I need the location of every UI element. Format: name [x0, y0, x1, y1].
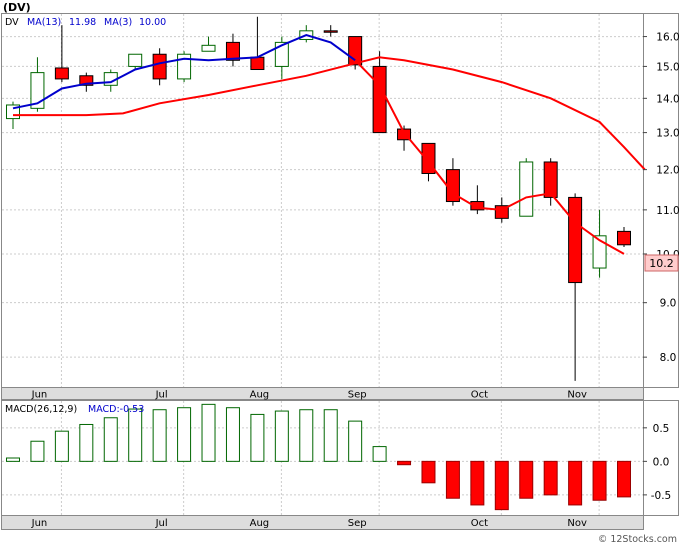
- macd-month-label: Jul: [155, 518, 168, 529]
- macd-bar: [519, 460, 534, 499]
- month-labels: Jun Jun Jul Jul Aug Aug Sep Sep Oct Oct Nov Nov: [31, 390, 587, 530]
- candle-body: [30, 72, 45, 109]
- candle-body: [470, 201, 485, 211]
- macd-bar: [323, 409, 338, 462]
- macd-bar: [274, 410, 289, 462]
- last-price-tag: 10.2: [649, 257, 674, 270]
- macd-bar: [299, 409, 314, 462]
- candle-body: [372, 65, 387, 134]
- macd-month-label: Oct: [471, 518, 488, 529]
- legend-ma13-value: 11.98: [69, 17, 96, 28]
- legend-symbol: DV: [5, 17, 19, 28]
- macd-panel-frame: [1, 400, 644, 516]
- macd-bar: [103, 417, 118, 462]
- macd-bar: [201, 403, 216, 462]
- price-tick-label: 9.0: [660, 298, 677, 310]
- macd-bar: [225, 407, 240, 462]
- candle-body: [617, 230, 631, 246]
- price-tick-label: 11.0: [656, 205, 679, 217]
- candle-body: [592, 235, 607, 269]
- macd-bar: [79, 423, 94, 462]
- chart-title: (DV): [3, 1, 31, 14]
- macd-bar: [397, 460, 412, 466]
- macd-bar: [445, 460, 460, 499]
- macd-y-ticks: 0.5 0.0 -0.5: [643, 423, 671, 502]
- candle-body: [79, 75, 94, 86]
- price-month-label: Jun: [31, 390, 48, 401]
- macd-bar: [54, 430, 69, 462]
- macd-bar: [470, 460, 485, 506]
- macd-bar: [617, 460, 631, 498]
- macd-bar: [592, 460, 607, 501]
- candle-body: [201, 44, 216, 52]
- candle-body: [128, 53, 143, 67]
- ma3-line: [12, 34, 356, 110]
- candle-body: [543, 161, 558, 198]
- candle-body: [54, 67, 69, 80]
- candle-body: [274, 41, 289, 67]
- macd-bar: [494, 460, 509, 511]
- moving-average-lines: [12, 34, 646, 255]
- macd-histogram: [6, 403, 631, 511]
- macd-axis-frame: [643, 400, 679, 516]
- macd-tick-label: -0.5: [651, 490, 672, 502]
- macd-bar: [6, 457, 20, 462]
- macd-bar: [348, 420, 363, 462]
- price-month-label: Nov: [567, 390, 587, 401]
- macd-bar: [372, 446, 387, 462]
- macd-month-label: Jun: [31, 518, 48, 529]
- price-grid: [2, 14, 643, 387]
- price-tick-label: 8.0: [660, 352, 677, 364]
- macd-date-strip: [1, 515, 644, 530]
- legend-ma3-label: MA(3): [104, 17, 132, 28]
- price-date-strip: [1, 387, 644, 400]
- candle-body: [568, 196, 583, 284]
- macd-bar: [177, 407, 192, 462]
- macd-tick-label: 0.0: [653, 456, 670, 468]
- last-price-tag-bg: [644, 254, 679, 272]
- price-month-label: Oct: [471, 390, 488, 401]
- watermark: © 12Stocks.com: [598, 534, 677, 545]
- macd-bar: [250, 413, 265, 462]
- macd-month-label: Aug: [250, 518, 270, 529]
- ma3-line-down: [354, 59, 625, 255]
- macd-bar: [152, 409, 167, 462]
- price-tick-label: 14.0: [656, 93, 679, 105]
- macd-bar: [128, 408, 143, 462]
- macd-month-label: Sep: [348, 518, 367, 529]
- macd-bar: [543, 460, 558, 496]
- macd-value: MACD:-0.53: [88, 404, 144, 415]
- price-panel-frame: [1, 13, 644, 388]
- macd-title: MACD(26,12,9): [5, 404, 77, 415]
- price-month-label: Sep: [348, 390, 367, 401]
- legend-ma13-label: MA(13): [27, 17, 61, 28]
- candle-body: [519, 161, 534, 217]
- ma13-line: [13, 56, 646, 171]
- candlesticks: [6, 16, 631, 381]
- price-tick-label: 13.0: [656, 128, 679, 140]
- price-tick-label: 12.0: [656, 165, 679, 177]
- price-tick-label: 16.0: [656, 32, 679, 44]
- macd-bar: [568, 460, 583, 506]
- price-tick-label: 15.0: [656, 61, 679, 73]
- macd-tick-label: 0.5: [653, 423, 670, 435]
- macd-month-label: Nov: [567, 518, 587, 529]
- candle-body: [225, 41, 240, 61]
- macd-bar: [421, 460, 436, 484]
- candle-body: [250, 56, 265, 71]
- price-axis-frame: [643, 13, 679, 388]
- candle-body: [323, 30, 338, 33]
- legend-ma3-value: 10.00: [139, 17, 166, 28]
- candle-body: [397, 128, 412, 141]
- price-month-label: Aug: [250, 390, 270, 401]
- macd-bar: [30, 440, 45, 462]
- candle-body: [152, 53, 167, 80]
- price-month-label: Jul: [155, 390, 168, 401]
